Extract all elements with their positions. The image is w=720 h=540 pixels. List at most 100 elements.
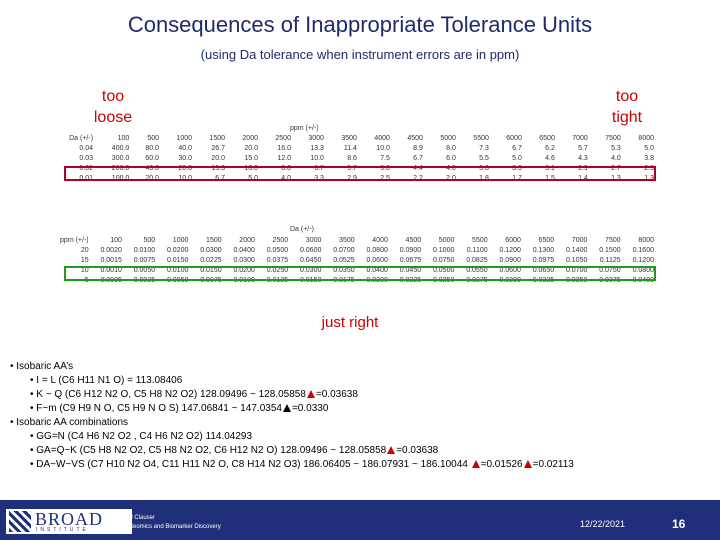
- table-cell: 0.0825: [466, 257, 488, 264]
- table-cell: 1.3: [611, 175, 621, 182]
- table-cell: 2.9: [578, 165, 588, 172]
- table-cell: 0.0600: [366, 257, 388, 264]
- table2-group-label: Da (+/-): [290, 226, 314, 233]
- table-cell: 0.0350: [333, 267, 355, 274]
- table-cell: 1.3: [644, 175, 654, 182]
- too-loose-line1: too: [101, 88, 125, 105]
- table-cell: 0.0020: [100, 247, 122, 254]
- table-cell: 40.0: [178, 145, 193, 152]
- table-cell: 5.7: [347, 165, 357, 172]
- table-corner-label: Da (+/-): [69, 135, 94, 142]
- table-cell: 0.1200: [632, 257, 654, 264]
- table-row: 20 0.0020 0.0100 0.0200 0.0300 0.0400 0.0500 0.…: [48, 246, 656, 256]
- column-header: 7000: [572, 135, 588, 142]
- table-cell: 0.1400: [565, 247, 588, 254]
- table-header-row: Da (+/-) 100 500 1000 1500 2000 2500 3000 3500 40…: [48, 134, 656, 144]
- table-cell: 2.2: [413, 175, 423, 182]
- table-cell: 60.0: [145, 155, 160, 162]
- table-row: 0.01 100.0 20.0 10.0 6.7 5.0 4.0 3.3 2.9 2.5 2.2 2.…: [48, 174, 656, 184]
- table-cell: 200.0: [111, 165, 130, 172]
- table-cell: 0.0200: [233, 267, 255, 274]
- table-cell: 0.0800: [632, 267, 654, 274]
- table-header-row: ppm (+/-) 100 500 1000 1500 2000 2500 3000 3500 4…: [48, 236, 656, 246]
- too-tight-line2: tight: [611, 109, 643, 126]
- column-header: 8000: [638, 135, 654, 142]
- row-header: 0.04: [79, 145, 94, 152]
- table-cell: 0.0600: [299, 247, 322, 254]
- column-header: 3500: [341, 135, 357, 142]
- table-cell: 7.5: [380, 155, 390, 162]
- column-header: 8000: [638, 237, 654, 244]
- table-cell: 0.0450: [299, 257, 322, 264]
- bullet-da-w-vs-delta2: =0.02113: [532, 459, 574, 470]
- table-cell: 5.7: [578, 145, 588, 152]
- column-header: 2500: [272, 237, 289, 244]
- column-header: 1500: [209, 135, 225, 142]
- table-row: 15 0.0015 0.0075 0.0150 0.0225 0.0300 0.0375 0.…: [48, 256, 656, 266]
- table-cell: 0.0015: [100, 257, 122, 264]
- table-cell: 0.1600: [632, 247, 654, 254]
- bullet-ga-q-k: • GA=Q~K (C5 H8 N2 O2, C5 H8 N2 O2, C6 H…: [4, 444, 716, 458]
- bullet-ga-q-k-text: • GA=Q~K (C5 H8 N2 O2, C5 H8 N2 O2, C6 H…: [30, 445, 387, 456]
- table-cell: 5.3: [611, 145, 621, 152]
- table-cell: 300.0: [111, 155, 130, 162]
- row-header: 20: [80, 247, 89, 254]
- table-cell: 26.7: [211, 145, 225, 152]
- column-header: 2500: [275, 135, 291, 142]
- column-header: 4500: [405, 237, 422, 244]
- table-cell: 2.5: [644, 165, 654, 172]
- column-header: 1000: [172, 237, 189, 244]
- bullet-gg-n: • GG=N (C4 H6 N2 O2 , C4 H6 N2 O2) 114.0…: [30, 431, 253, 442]
- delta-icon: [523, 460, 532, 468]
- table-cell: 2.7: [611, 165, 621, 172]
- table-cell: 0.0010: [100, 267, 122, 274]
- bullet-k-q-text: • K ~ Q (C6 H12 N2 O, C5 H8 N2 O2) 128.0…: [30, 389, 306, 400]
- table-cell: 15.0: [244, 155, 258, 162]
- author-group: Proteomics and Biomarker Discovery: [122, 524, 221, 530]
- table-cell: 1.5: [545, 175, 555, 182]
- column-header: 7000: [571, 237, 588, 244]
- table-cell: 2.5: [380, 175, 390, 182]
- column-header: 500: [147, 135, 160, 142]
- table-cell: 4.0: [611, 155, 621, 162]
- table-cell: 0.0400: [366, 267, 388, 274]
- table-cell: 6.2: [545, 145, 555, 152]
- bullet-k-q-delta: =0.03638: [315, 389, 358, 400]
- table-corner-label: ppm (+/-): [60, 237, 89, 244]
- table-cell: 5.0: [644, 145, 654, 152]
- table-cell: 3.1: [545, 165, 555, 172]
- table-cell: 13.3: [310, 145, 324, 152]
- table-cell: 0.0300: [200, 247, 222, 254]
- table-cell: 20.0: [145, 175, 160, 182]
- delta-icon: [306, 390, 315, 398]
- table-cell: 10.0: [178, 175, 193, 182]
- delta-icon: [471, 460, 480, 468]
- table-cell: 0.0750: [432, 257, 455, 264]
- table-cell: 8.0: [446, 145, 456, 152]
- table-cell: 8.0: [281, 165, 291, 172]
- table-row: 0.04 400.0 80.0 40.0 26.7 20.0 16.0 13.3 11.4 10.…: [48, 144, 656, 154]
- table-cell: 0.0375: [266, 257, 289, 264]
- table-cell: 2.9: [347, 175, 357, 182]
- column-header: 4000: [372, 237, 388, 244]
- table-cell: 5.0: [248, 175, 258, 182]
- table-cell: 20.0: [178, 165, 193, 172]
- table-cell: 0.0550: [466, 267, 488, 274]
- slide-date: 12/22/2021: [580, 519, 626, 529]
- column-header: 100: [110, 237, 122, 244]
- bullet-da-w-vs-text: • DA~W~VS (C7 H10 N2 O4, C11 H11 N2 O, C…: [30, 459, 468, 470]
- table-cell: 3.3: [314, 175, 324, 182]
- bullet-isobaric-aa: • Isobaric AA’s: [10, 361, 74, 372]
- table-cell: 0.0750: [599, 267, 621, 274]
- table-cell: 6.7: [314, 165, 324, 172]
- table-cell: 11.4: [343, 145, 357, 152]
- table-cell: 4.0: [281, 175, 291, 182]
- column-header: 6000: [506, 135, 522, 142]
- row-header: 15: [80, 257, 89, 264]
- bullet-i-l: • I = L (C6 H11 N1 O) = 113.08406: [30, 375, 183, 386]
- column-header: 2000: [239, 237, 255, 244]
- slide-subtitle: (using Da tolerance when instrument erro…: [200, 47, 520, 62]
- table-cell: 4.4: [413, 165, 423, 172]
- table-cell: 40.0: [145, 165, 160, 172]
- table-cell: 0.0600: [499, 267, 521, 274]
